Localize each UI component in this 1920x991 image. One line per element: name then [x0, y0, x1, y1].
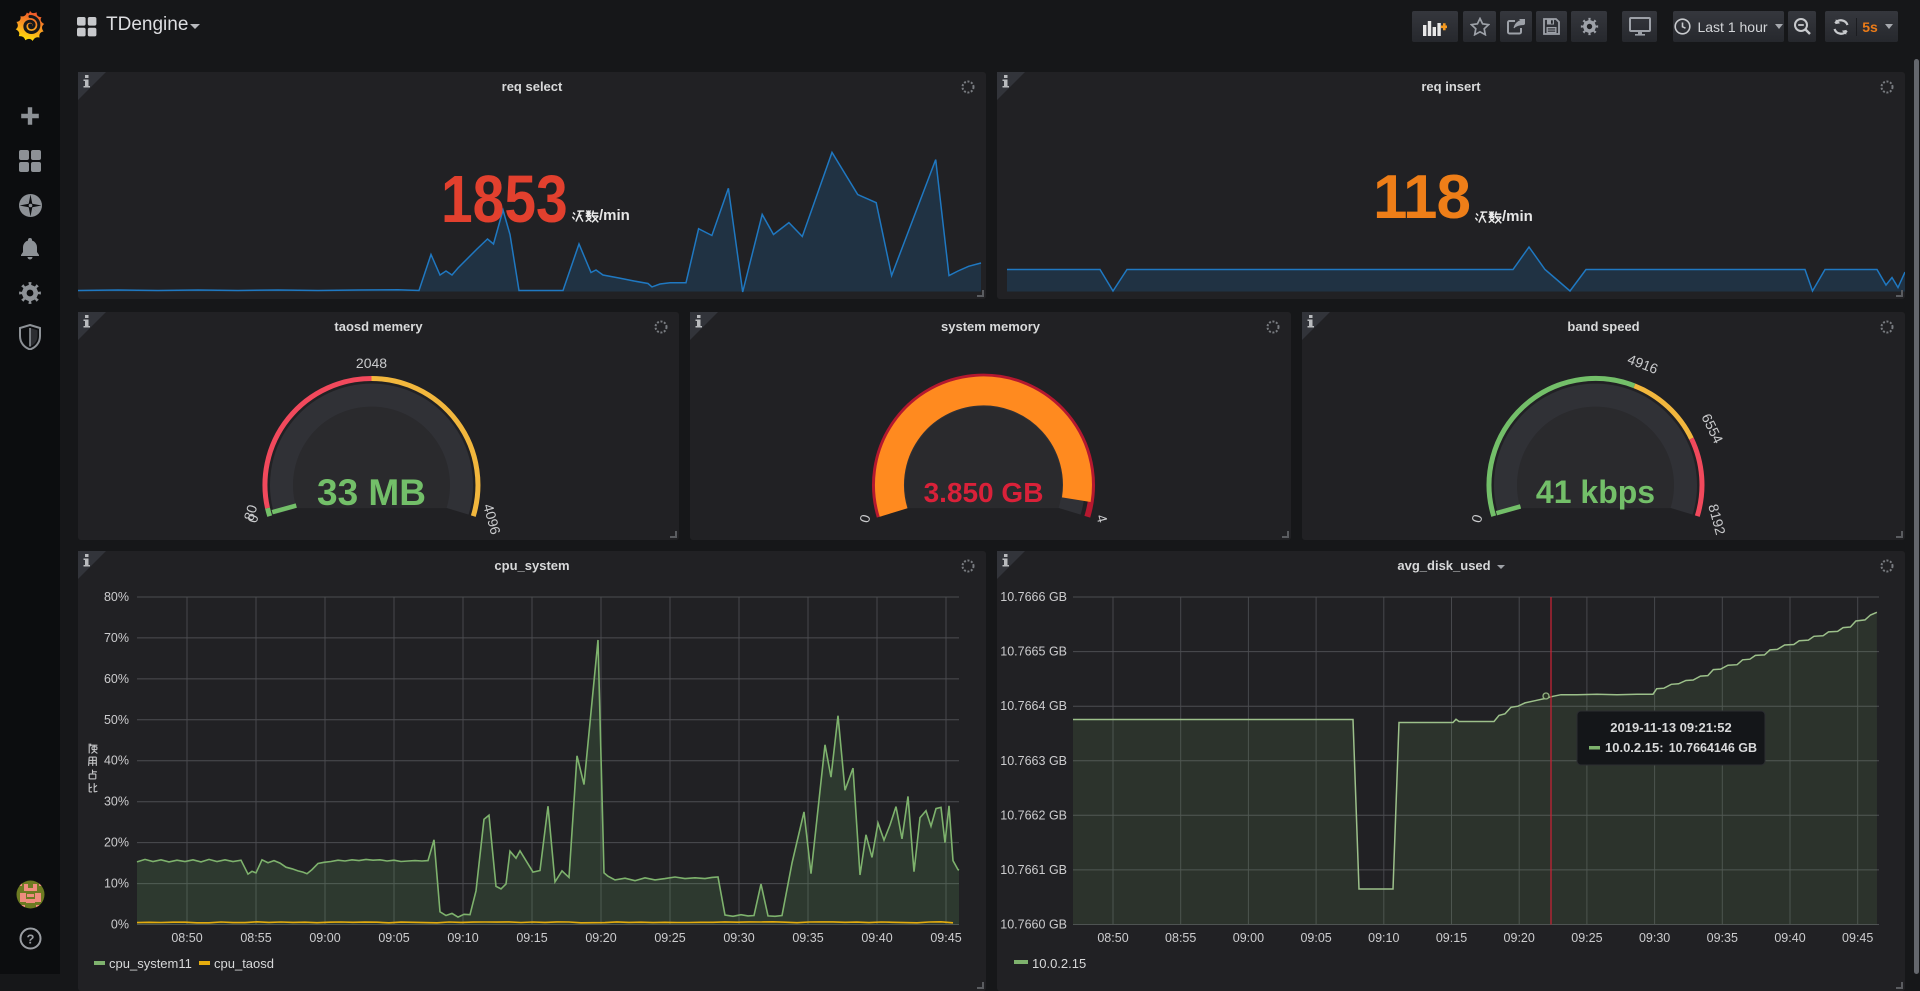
- svg-text:6554: 6554: [1698, 411, 1726, 446]
- svg-text:09:15: 09:15: [516, 931, 547, 945]
- svg-text:10.0.2.15:: 10.0.2.15:: [1605, 740, 1664, 755]
- svg-text:09:10: 09:10: [447, 931, 478, 945]
- svg-text:70%: 70%: [104, 631, 129, 645]
- svg-text:cpu_system11: cpu_system11: [109, 956, 192, 971]
- svg-text:08:50: 08:50: [171, 931, 202, 945]
- svg-text:cpu_taosd: cpu_taosd: [214, 956, 274, 971]
- svg-text:10.7664 GB: 10.7664 GB: [1000, 699, 1067, 713]
- svg-text:3.850 GB: 3.850 GB: [924, 477, 1044, 508]
- svg-text:09:15: 09:15: [1436, 931, 1467, 945]
- svg-text:2019-11-13 09:21:52: 2019-11-13 09:21:52: [1610, 720, 1731, 735]
- svg-text:20%: 20%: [104, 836, 129, 850]
- svg-text:0: 0: [856, 512, 874, 524]
- svg-text:09:45: 09:45: [930, 931, 961, 945]
- svg-text:10.7661 GB: 10.7661 GB: [1000, 863, 1067, 877]
- svg-text:10.7660 GB: 10.7660 GB: [1000, 918, 1067, 932]
- svg-text:80: 80: [240, 503, 260, 523]
- svg-text:09:30: 09:30: [1639, 931, 1670, 945]
- svg-text:08:50: 08:50: [1097, 931, 1128, 945]
- svg-text:09:20: 09:20: [1504, 931, 1535, 945]
- svg-text:10.7664146 GB: 10.7664146 GB: [1669, 741, 1757, 755]
- svg-text:40%: 40%: [104, 754, 129, 768]
- svg-text:09:00: 09:00: [309, 931, 340, 945]
- svg-text:08:55: 08:55: [1165, 931, 1196, 945]
- svg-text:10.7663 GB: 10.7663 GB: [1000, 754, 1067, 768]
- svg-text:33 MB: 33 MB: [317, 472, 426, 513]
- svg-text:10%: 10%: [104, 877, 129, 891]
- svg-text:09:10: 09:10: [1368, 931, 1399, 945]
- svg-text:09:05: 09:05: [378, 931, 409, 945]
- svg-text:09:35: 09:35: [792, 931, 823, 945]
- svg-text:10.0.2.15: 10.0.2.15: [1032, 956, 1086, 971]
- svg-text:09:00: 09:00: [1233, 931, 1264, 945]
- svg-text:08:55: 08:55: [240, 931, 271, 945]
- svg-text:0%: 0%: [111, 918, 129, 932]
- svg-text:50%: 50%: [104, 713, 129, 727]
- svg-text:09:30: 09:30: [723, 931, 754, 945]
- svg-text:09:45: 09:45: [1842, 931, 1873, 945]
- svg-text:09:40: 09:40: [861, 931, 892, 945]
- svg-text:8192: 8192: [1705, 502, 1729, 536]
- svg-text:10.7666 GB: 10.7666 GB: [1000, 590, 1067, 604]
- svg-text:09:20: 09:20: [585, 931, 616, 945]
- svg-text:4096: 4096: [480, 502, 504, 536]
- svg-text:09:40: 09:40: [1774, 931, 1805, 945]
- svg-text:0: 0: [244, 512, 262, 524]
- svg-text:09:35: 09:35: [1707, 931, 1738, 945]
- svg-text:10.7662 GB: 10.7662 GB: [1000, 808, 1067, 822]
- svg-text:?: ?: [26, 932, 34, 947]
- svg-text:80%: 80%: [104, 590, 129, 604]
- svg-text:09:25: 09:25: [1571, 931, 1602, 945]
- svg-text:4: 4: [1093, 513, 1111, 525]
- svg-text:09:05: 09:05: [1300, 931, 1331, 945]
- svg-text:4916: 4916: [1625, 351, 1660, 377]
- svg-text:0: 0: [1468, 512, 1486, 524]
- svg-text:30%: 30%: [104, 795, 129, 809]
- svg-text:09:25: 09:25: [654, 931, 685, 945]
- svg-text:2048: 2048: [356, 355, 387, 371]
- svg-text:41 kbps: 41 kbps: [1536, 474, 1655, 510]
- svg-text:10.7665 GB: 10.7665 GB: [1000, 645, 1067, 659]
- svg-text:60%: 60%: [104, 672, 129, 686]
